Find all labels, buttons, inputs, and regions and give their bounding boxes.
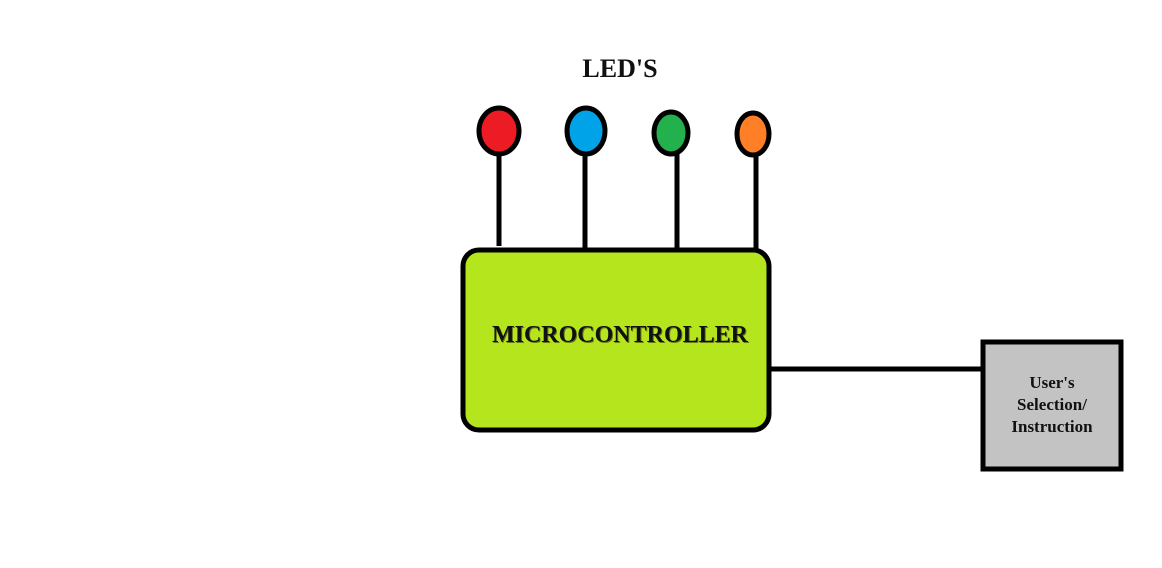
led-red [476,105,522,157]
led-blue [564,105,608,157]
led-green [651,109,691,157]
user-label-line-1: User's [1029,373,1075,392]
user-selection-block [980,339,1124,472]
led-orange [734,110,772,158]
user-label-line-2: Selection/ [1017,395,1087,414]
microcontroller-block [460,247,772,433]
leds-title: LED'S [582,54,658,83]
microcontroller-label: MICROCONTROLLER [491,322,749,348]
user-label-line-3: Instruction [1011,417,1093,436]
user-selection-label: User's Selection/ Instruction [988,372,1116,438]
